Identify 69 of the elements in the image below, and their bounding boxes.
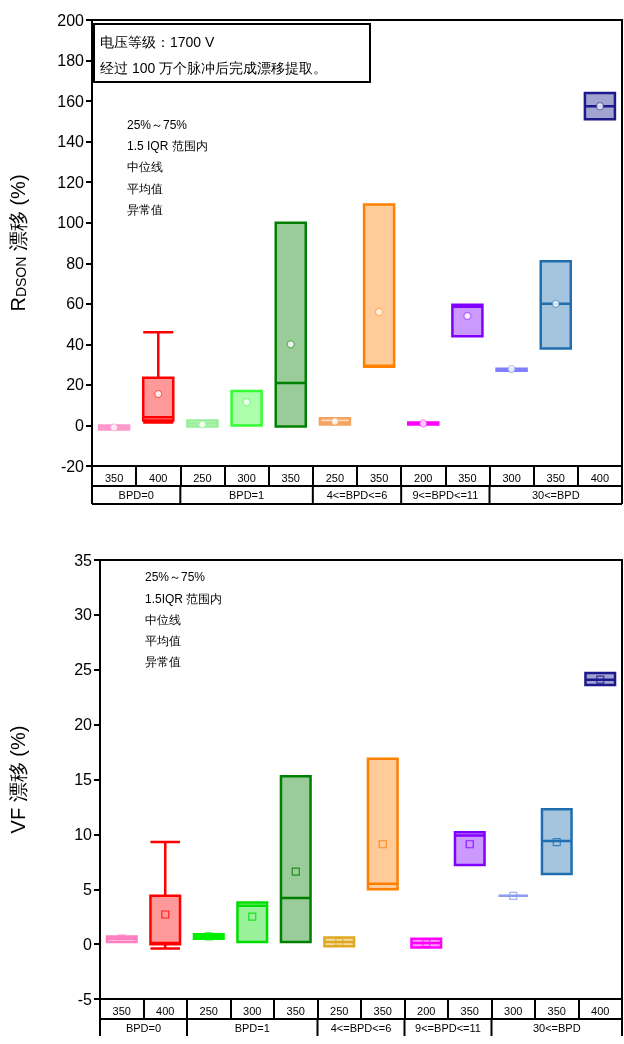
y-tick-label: 20 xyxy=(74,716,93,734)
x-tick-label: 400 xyxy=(590,471,610,484)
y-tick-label: 25 xyxy=(74,661,93,679)
x-tick-label: 350 xyxy=(369,471,389,484)
x-tick-label: 350 xyxy=(546,471,565,484)
annotation: 1.5 IQR 范围内 xyxy=(127,139,208,153)
y-tick-label: 120 xyxy=(57,173,85,191)
x-tick-label: 350 xyxy=(547,1004,566,1017)
x-tick-label: 400 xyxy=(591,1004,610,1017)
y-tick-label: 200 xyxy=(57,11,85,29)
text: 4<=BPD<=6 xyxy=(326,489,388,501)
x-tick-label: 300 xyxy=(237,471,256,484)
y-axis-title: VF 漂移 (%) xyxy=(7,725,29,834)
text: BPD=1 xyxy=(229,489,265,501)
annotation: 异常值 xyxy=(145,655,181,669)
y-tick-label: 40 xyxy=(66,335,85,353)
x-tick-label: 300 xyxy=(243,1004,262,1017)
y-tick-label: 60 xyxy=(66,295,85,313)
annotation: 25%～75% xyxy=(145,570,206,584)
x-tick-label: 250 xyxy=(193,471,212,484)
y-tick-label: 5 xyxy=(83,880,93,898)
annotation: 平均值 xyxy=(145,634,181,648)
text: BPD=0 xyxy=(118,489,154,501)
y-tick-label: 160 xyxy=(57,92,85,110)
y-tick-label: -5 xyxy=(77,990,93,1008)
annotation: 异常值 xyxy=(127,203,163,217)
text: 9<=BPD<=11 xyxy=(412,489,479,501)
y-axis-title: RDSON 漂移 (%) xyxy=(7,174,29,312)
x-tick-label: 200 xyxy=(417,1004,436,1017)
y-tick-label: 20 xyxy=(66,376,85,394)
x-tick-label: 400 xyxy=(156,1004,175,1017)
x-tick-label: 250 xyxy=(330,1004,349,1017)
text: BPD=0 xyxy=(125,1022,162,1034)
text: BPD=1 xyxy=(234,1022,270,1034)
text: 30<=BPD xyxy=(532,1022,581,1034)
y-tick-label: 10 xyxy=(74,825,93,843)
text: 30<=BPD xyxy=(531,489,580,501)
x-tick-label: 200 xyxy=(414,471,433,484)
x-tick-label: 300 xyxy=(504,1004,523,1017)
y-tick-label: 30 xyxy=(74,606,93,624)
x-tick-label: 350 xyxy=(460,1004,479,1017)
x-tick-label: 300 xyxy=(502,471,521,484)
x-tick-label: 350 xyxy=(112,1004,131,1017)
x-tick-label: 250 xyxy=(325,471,345,484)
y-tick-label: 0 xyxy=(83,935,93,953)
x-tick-label: 350 xyxy=(373,1004,392,1017)
y-tick-label: 80 xyxy=(66,254,85,272)
y-tick-label: 35 xyxy=(74,551,93,569)
y-tick-label: 0 xyxy=(75,416,85,434)
annotation: 中位线 xyxy=(145,613,181,627)
x-tick-label: 350 xyxy=(458,471,477,484)
x-tick-label: 350 xyxy=(286,1004,305,1017)
annotation: 电压等级：1700 V xyxy=(100,34,216,50)
annotation: 经过 100 万个脉冲后完成漂移提取。 xyxy=(100,60,328,76)
x-tick-label: 350 xyxy=(104,471,124,484)
y-tick-label: 180 xyxy=(57,52,85,70)
y-tick-label: 100 xyxy=(57,214,85,232)
annotation: 平均值 xyxy=(127,182,163,196)
text: 9<=BPD<=11 xyxy=(415,1022,481,1034)
x-tick-label: 350 xyxy=(281,471,300,484)
annotation: 中位线 xyxy=(127,160,163,174)
y-tick-label: -20 xyxy=(60,457,85,475)
x-tick-label: 400 xyxy=(149,471,168,484)
annotation: 1.5IQR 范围内 xyxy=(145,592,223,606)
text: 4<=BPD<=6 xyxy=(330,1022,392,1034)
annotation: 25%～75% xyxy=(127,118,188,132)
x-tick-label: 250 xyxy=(199,1004,218,1017)
y-tick-label: 15 xyxy=(74,771,93,788)
y-tick-label: 140 xyxy=(57,133,85,151)
